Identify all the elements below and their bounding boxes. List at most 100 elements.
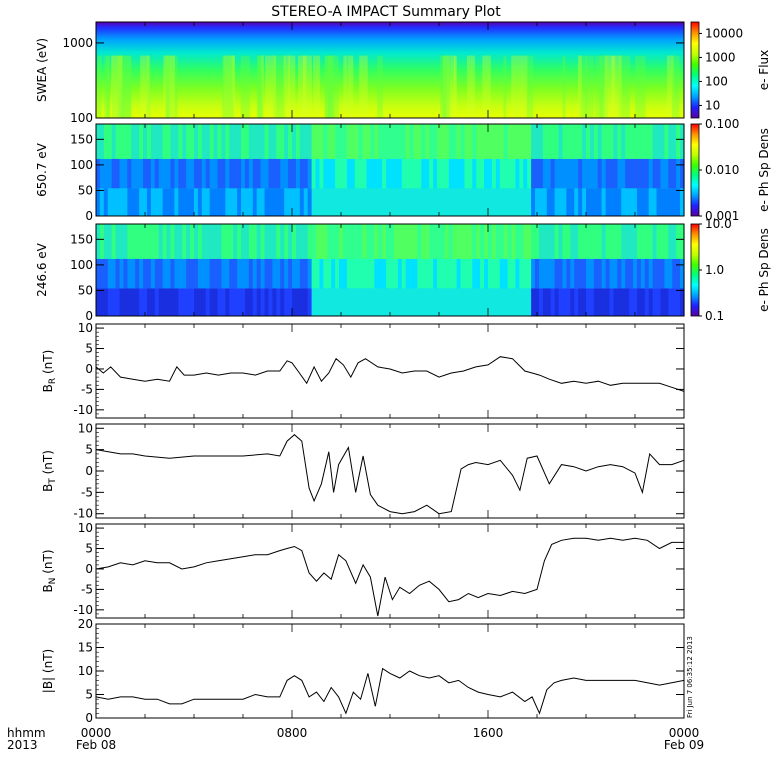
spectrogram-stripe xyxy=(327,55,339,118)
time-tick-label: 0000 xyxy=(669,726,700,740)
spectrogram-cell xyxy=(221,124,226,159)
spectrogram-cell xyxy=(484,124,489,159)
spectrogram-cell xyxy=(668,124,673,159)
spectrogram-cell xyxy=(558,124,564,159)
spectrogram-cell xyxy=(648,288,654,316)
spectrogram-cell xyxy=(570,224,575,259)
spectrogram-cell xyxy=(350,158,356,189)
spectrogram-cell xyxy=(284,158,289,189)
spectrogram-cell xyxy=(178,224,183,259)
spectrogram-cell xyxy=(139,224,144,259)
spectrogram-cell xyxy=(331,188,336,216)
spectrogram-cell xyxy=(421,188,426,216)
y-axis-label: BN (nT) xyxy=(41,549,58,592)
spectrogram-cell xyxy=(562,224,567,259)
spectrogram-cell xyxy=(578,258,583,289)
spectrogram-cell xyxy=(115,288,121,316)
spectrogram-cell xyxy=(680,224,685,259)
spectrogram-cell xyxy=(170,258,175,289)
spectrogram-cell xyxy=(515,188,520,216)
spectrogram-cell xyxy=(421,288,426,316)
spectrogram-cell xyxy=(197,258,203,289)
spectrogram-cell xyxy=(119,158,125,189)
spectrogram-cell xyxy=(499,158,505,189)
spectrogram-cell xyxy=(335,258,340,289)
spectrogram-cell xyxy=(562,288,567,316)
spectrogram-cell xyxy=(672,124,677,159)
spectrogram-cell xyxy=(613,158,618,189)
spectrogram-cell xyxy=(241,288,246,316)
spectrogram-cell xyxy=(256,288,262,316)
spectrogram-cell xyxy=(586,124,591,159)
colorbar-label: e- Flux xyxy=(757,50,771,90)
spectrogram-cell xyxy=(433,224,438,259)
spectrogram-cell xyxy=(115,158,121,189)
spectrogram-cell xyxy=(241,188,246,216)
spectrogram-cell xyxy=(393,124,399,159)
spectrogram-cell xyxy=(292,124,297,159)
spectrogram-cell xyxy=(107,258,113,289)
spectrogram-cell xyxy=(315,188,321,216)
spectrogram-cell xyxy=(107,158,113,189)
spectrogram-cell xyxy=(99,224,105,259)
spectrogram-cell xyxy=(558,188,564,216)
spectrogram-cell xyxy=(123,158,128,189)
spectrogram-cell xyxy=(154,288,160,316)
spectrogram-cell xyxy=(366,224,371,259)
spectrogram-cell xyxy=(464,288,469,316)
spectrogram-cell xyxy=(96,188,101,216)
spectrogram-cell xyxy=(503,188,509,216)
spectrogram-cell xyxy=(499,124,505,159)
spectrogram-cell xyxy=(233,288,238,316)
panel-5: -10 -5 0 5 10 BN (nT) xyxy=(41,521,685,619)
spectrogram-cell xyxy=(503,258,509,289)
spectrogram-cell xyxy=(401,288,407,316)
spectrogram-cell xyxy=(601,124,607,159)
spectrogram-cell xyxy=(625,224,630,259)
spectrogram-cell xyxy=(143,188,148,216)
spectrogram-cell xyxy=(307,124,313,159)
plot-title: STEREO-A IMPACT Summary Plot xyxy=(271,4,501,20)
spectrogram-cell xyxy=(139,188,144,216)
spectrogram-cell xyxy=(601,224,607,259)
spectrogram-cell xyxy=(468,224,473,259)
spectrogram-cell xyxy=(229,224,234,259)
spectrogram-cell xyxy=(488,158,493,189)
spectrogram-cell xyxy=(382,288,387,316)
spectrogram-cell xyxy=(174,288,179,316)
spectrogram-cell xyxy=(605,124,611,159)
spectrogram-cell xyxy=(542,224,548,259)
spectrogram-cell xyxy=(331,288,336,316)
spectrogram-cell xyxy=(115,188,121,216)
spectrogram-cell xyxy=(629,224,634,259)
spectrogram-cell xyxy=(648,158,654,189)
spectrogram-cell xyxy=(127,224,132,259)
spectrogram-cell xyxy=(448,188,454,216)
spectrogram-cell xyxy=(570,258,575,289)
spectrogram-cell xyxy=(601,288,607,316)
spectrogram-cell xyxy=(209,258,215,289)
spectrogram-cell xyxy=(205,188,211,216)
spectrogram-cell xyxy=(362,124,368,159)
y-axis-label: |B| (nT) xyxy=(41,649,55,693)
spectrogram-cell xyxy=(629,258,634,289)
spectrogram-cell xyxy=(519,124,524,159)
spectrogram-stripe xyxy=(273,55,279,118)
y-tick-label: 0 xyxy=(85,562,93,576)
spectrogram-cell xyxy=(464,158,469,189)
spectrogram-cell xyxy=(166,288,172,316)
spectrogram-cell xyxy=(554,288,560,316)
spectrogram-cell xyxy=(519,224,524,259)
time-tick-label: 1600 xyxy=(473,726,504,740)
spectrogram-cell xyxy=(511,188,517,216)
spectrogram-cell xyxy=(574,258,579,289)
spectrogram-cell xyxy=(292,224,297,259)
spectrogram-cell xyxy=(421,124,426,159)
spectrogram-cell xyxy=(186,288,191,316)
spectrogram-cell xyxy=(499,288,505,316)
spectrogram-cell xyxy=(237,124,242,159)
spectrogram-cell xyxy=(158,258,164,289)
spectrogram-cell xyxy=(405,288,411,316)
spectrogram-cell xyxy=(601,188,607,216)
spectrogram-cell xyxy=(339,124,344,159)
